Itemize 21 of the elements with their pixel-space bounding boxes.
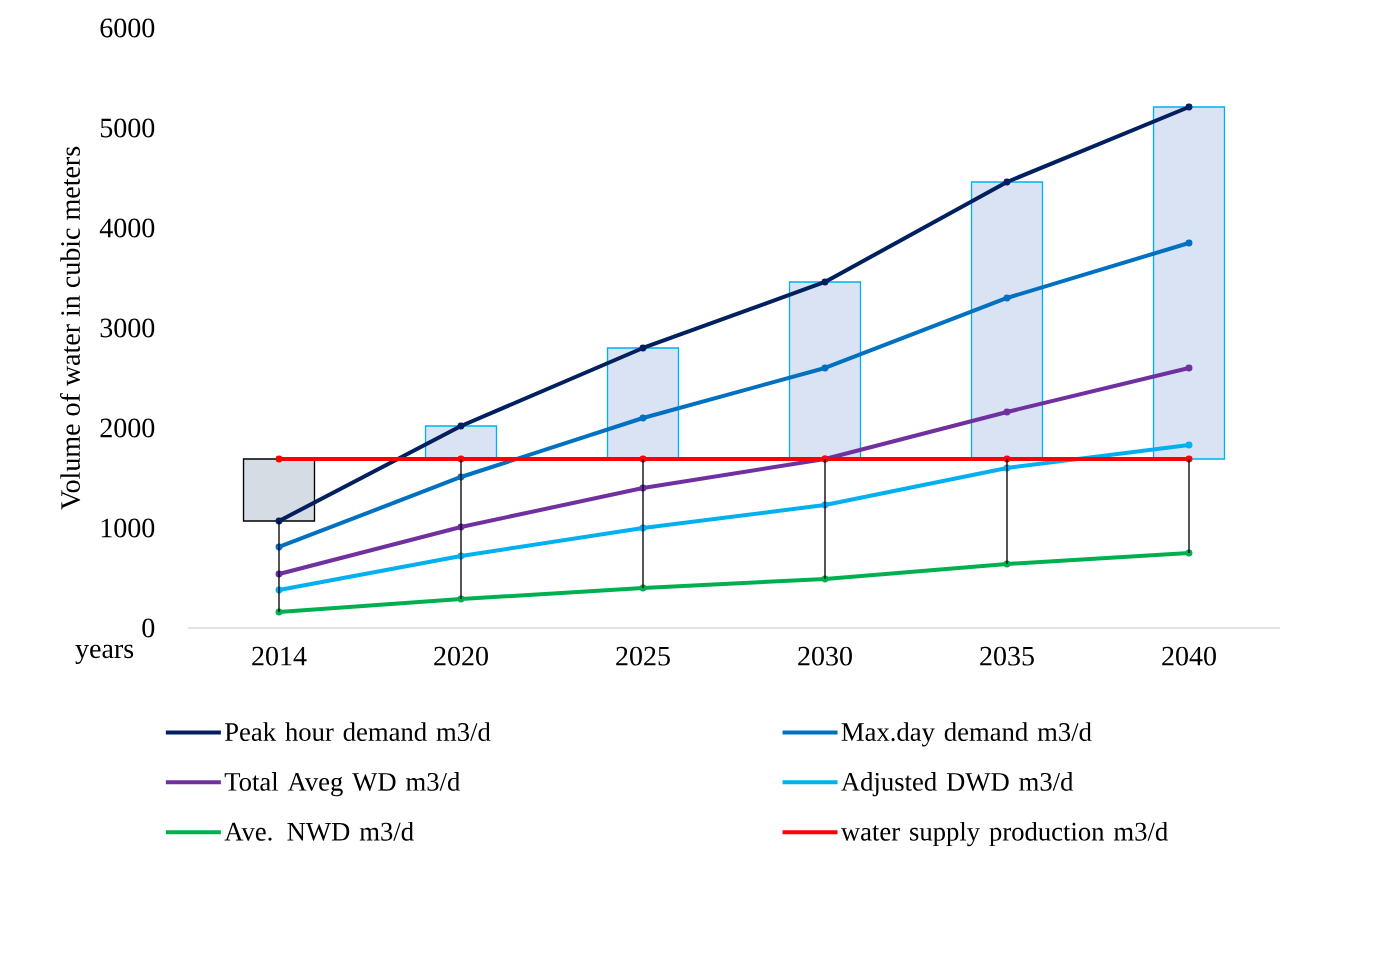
- y-tick-label: 4000: [99, 218, 155, 238]
- y-tick-label: 6000: [100, 18, 155, 38]
- x-tick-label: 2020: [434, 646, 488, 666]
- y-tick-label: 2000: [100, 418, 155, 438]
- y-tick-label: 1000: [101, 518, 155, 538]
- y-tick-label: 5000: [100, 118, 155, 138]
- legend-label: Ave. NWD m3/d: [224, 821, 414, 841]
- x-tick-label: 2035: [980, 646, 1034, 666]
- y-tick-label: 0: [142, 618, 155, 638]
- x-tick-label: 2014: [252, 646, 307, 666]
- legend-label: Adjusted DWD m3/d: [841, 772, 1074, 797]
- x-tick-label: 2040: [1162, 646, 1216, 666]
- legend-label: Peak hour demand m3/d: [224, 722, 491, 741]
- y-tick-label: 3000: [100, 318, 155, 338]
- legend-label: Max.day demand m3/d: [841, 722, 1092, 747]
- x-axis-title: years: [75, 644, 134, 664]
- x-tick-label: 2025: [616, 646, 670, 666]
- legend-label: water supply production m3/d: [840, 821, 1168, 847]
- y-axis-title: Volume of water in cubic meters: [60, 146, 81, 510]
- legend-label: Total Aveg WD m3/d: [224, 772, 460, 797]
- x-tick-label: 2030: [798, 646, 852, 666]
